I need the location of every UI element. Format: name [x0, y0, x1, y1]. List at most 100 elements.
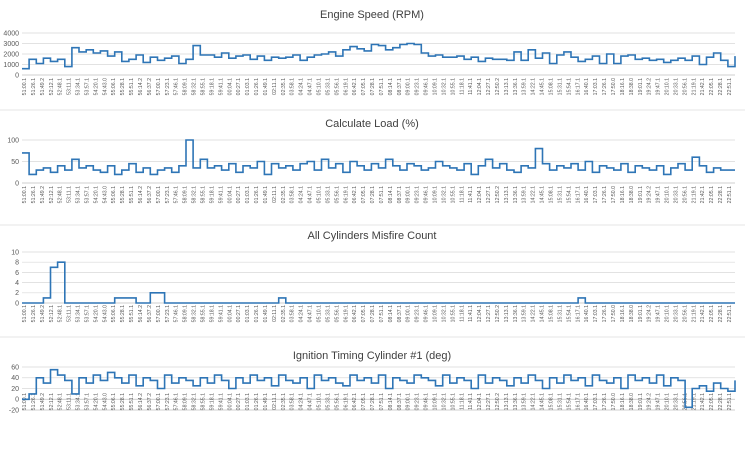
x-tick-label: 14:22.1: [531, 393, 537, 410]
x-tick-label: 57:00.1: [156, 393, 162, 410]
x-tick-label: 13:13.1: [504, 305, 510, 322]
x-tick-label: 13:13.1: [504, 78, 510, 95]
x-tick-label: 22:28.1: [718, 393, 724, 410]
x-tick-label: 19:01.1: [638, 186, 644, 203]
x-tick-label: 16:17.1: [575, 305, 581, 322]
x-tick-label: 02:11.1: [272, 78, 278, 95]
x-tick-label: 57:00.1: [156, 186, 162, 203]
x-tick-label: 51:49.2: [40, 393, 46, 410]
x-tick-label: 51:26.1: [31, 305, 37, 322]
x-tick-label: 05:33.1: [325, 305, 331, 322]
x-tick-label: 20:33.1: [673, 186, 679, 203]
y-tick-label: 40: [11, 375, 19, 382]
x-tick-label: 57:00.1: [156, 305, 162, 322]
x-tick-label: 22:28.1: [718, 78, 724, 95]
x-tick-label: 17:26.1: [602, 393, 608, 410]
y-tick-label: 20: [11, 386, 19, 393]
x-tick-label: 17:03.1: [593, 186, 599, 203]
x-tick-label: 56:14.2: [138, 393, 144, 410]
x-tick-label: 17:03.1: [593, 78, 599, 95]
x-tick-label: 17:50.0: [611, 305, 617, 322]
x-tick-label: 07:05.1: [361, 78, 367, 95]
x-tick-label: 14:22.1: [531, 78, 537, 95]
x-tick-label: 09:23.1: [415, 78, 421, 95]
x-tick-label: 51:00.1: [22, 186, 28, 203]
x-tick-label: 01:49.1: [263, 393, 269, 410]
x-tick-label: 52:12.1: [49, 305, 55, 322]
x-tick-label: 13:59.1: [522, 186, 528, 203]
x-tick-label: 59:41.1: [218, 78, 224, 95]
x-tick-label: 15:54.1: [566, 305, 572, 322]
x-tick-label: 09:46.1: [424, 305, 430, 322]
y-tick-label: 10: [11, 249, 19, 256]
x-tick-label: 10:09.1: [433, 186, 439, 203]
x-tick-label: 11:41.1: [468, 305, 474, 322]
x-tick-label: 58:32.1: [192, 78, 198, 95]
x-tick-label: 20:10.1: [665, 78, 671, 95]
x-tick-label: 19:01.1: [638, 78, 644, 95]
x-tick-label: 06:42.1: [352, 186, 358, 203]
x-tick-label: 53:57.1: [84, 305, 90, 322]
x-tick-label: 57:46.1: [174, 393, 180, 410]
x-tick-label: 08:14.1: [388, 78, 394, 95]
x-tick-label: 09:46.1: [424, 393, 430, 410]
x-tick-label: 55:51.1: [129, 78, 135, 95]
x-tick-label: 17:26.1: [602, 78, 608, 95]
x-tick-label: 54:20.1: [93, 305, 99, 322]
x-tick-label: 17:03.1: [593, 393, 599, 410]
x-tick-label: 10:55.1: [450, 186, 456, 203]
x-tick-label: 04:24.1: [299, 393, 305, 410]
chart-panel-1: Engine Speed (RPM) 0 1000 2000 3000 4000 51:00…: [3, 9, 736, 95]
x-tick-label: 53:34.1: [76, 393, 82, 410]
x-tick-label: 22:28.1: [718, 186, 724, 203]
x-tick-label: 00:27.1: [236, 305, 242, 322]
x-tick-label: 01:03.1: [245, 186, 251, 203]
x-tick-label: 02:35.1: [281, 78, 287, 95]
x-tick-label: 22:51.1: [727, 186, 733, 203]
x-tick-label: 12:27.1: [486, 186, 492, 203]
x-tick-label: 55:51.1: [129, 305, 135, 322]
x-tick-label: 21:19.1: [691, 393, 697, 410]
x-tick-label: 18:38.0: [629, 393, 635, 410]
x-tick-label: 04:24.1: [299, 305, 305, 322]
x-tick-label: 55:06.1: [111, 78, 117, 95]
x-tick-label: 55:51.1: [129, 186, 135, 203]
x-tick-label: 10:32.1: [441, 78, 447, 95]
y-tick-label: 0: [15, 180, 19, 187]
y-tick-label: 4: [15, 280, 19, 287]
x-tick-label: 53:34.1: [76, 305, 82, 322]
x-tick-label: 59:18.1: [209, 78, 215, 95]
x-tick-label: 20:56.1: [682, 186, 688, 203]
x-tick-label: 12:04.1: [477, 305, 483, 322]
x-tick-label: 09:46.1: [424, 78, 430, 95]
x-tick-label: 54:20.1: [93, 393, 99, 410]
x-tick-label: 12:50.2: [495, 305, 501, 322]
x-tick-label: 13:36.1: [513, 393, 519, 410]
x-tick-label: 16:40.1: [584, 186, 590, 203]
x-tick-label: 22:05.1: [709, 186, 715, 203]
x-tick-label: 05:33.1: [325, 186, 331, 203]
x-tick-label: 09:00.1: [406, 393, 412, 410]
y-tick-label: 2000: [3, 51, 19, 58]
x-tick-label: 14:45.1: [540, 393, 546, 410]
x-tick-label: 54:20.1: [93, 78, 99, 95]
x-tick-label: 15:31.1: [557, 78, 563, 95]
x-tick-label: 05:10.1: [316, 305, 322, 322]
x-tick-label: 10:32.1: [441, 305, 447, 322]
x-tick-label: 52:48.1: [58, 186, 64, 203]
x-tick-label: 04:47.1: [308, 393, 314, 410]
x-tick-label: 52:12.1: [49, 393, 55, 410]
x-tick-label: 14:22.1: [531, 186, 537, 203]
x-tick-label: 18:38.0: [629, 186, 635, 203]
x-tick-label: 13:36.1: [513, 78, 519, 95]
x-tick-label: 56:37.2: [147, 186, 153, 203]
x-tick-label: 51:49.2: [40, 186, 46, 203]
y-tick-label: 1000: [3, 62, 19, 69]
x-tick-label: 16:17.1: [575, 78, 581, 95]
x-tick-label: 22:05.1: [709, 78, 715, 95]
x-tick-label: 09:23.1: [415, 186, 421, 203]
x-tick-label: 18:16.1: [620, 305, 626, 322]
x-tick-label: 19:24.2: [647, 305, 653, 322]
x-tick-label: 15:31.1: [557, 305, 563, 322]
x-tick-label: 07:51.1: [379, 78, 385, 95]
